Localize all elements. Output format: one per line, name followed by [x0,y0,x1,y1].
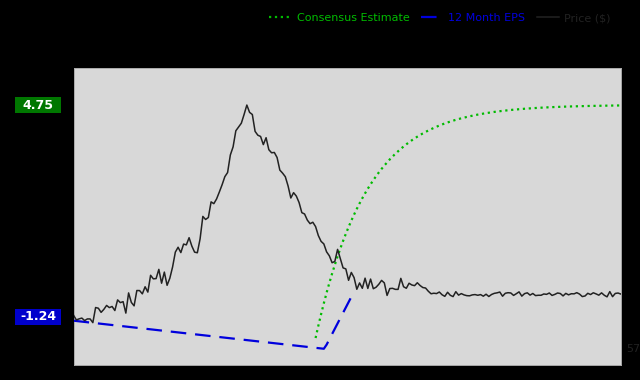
Text: -1.24: -1.24 [20,310,56,323]
Text: 4.75: 4.75 [23,99,54,112]
Text: 57.41: 57.41 [626,344,640,354]
Legend: Consensus Estimate, 12 Month EPS, Price ($): Consensus Estimate, 12 Month EPS, Price … [264,9,615,28]
